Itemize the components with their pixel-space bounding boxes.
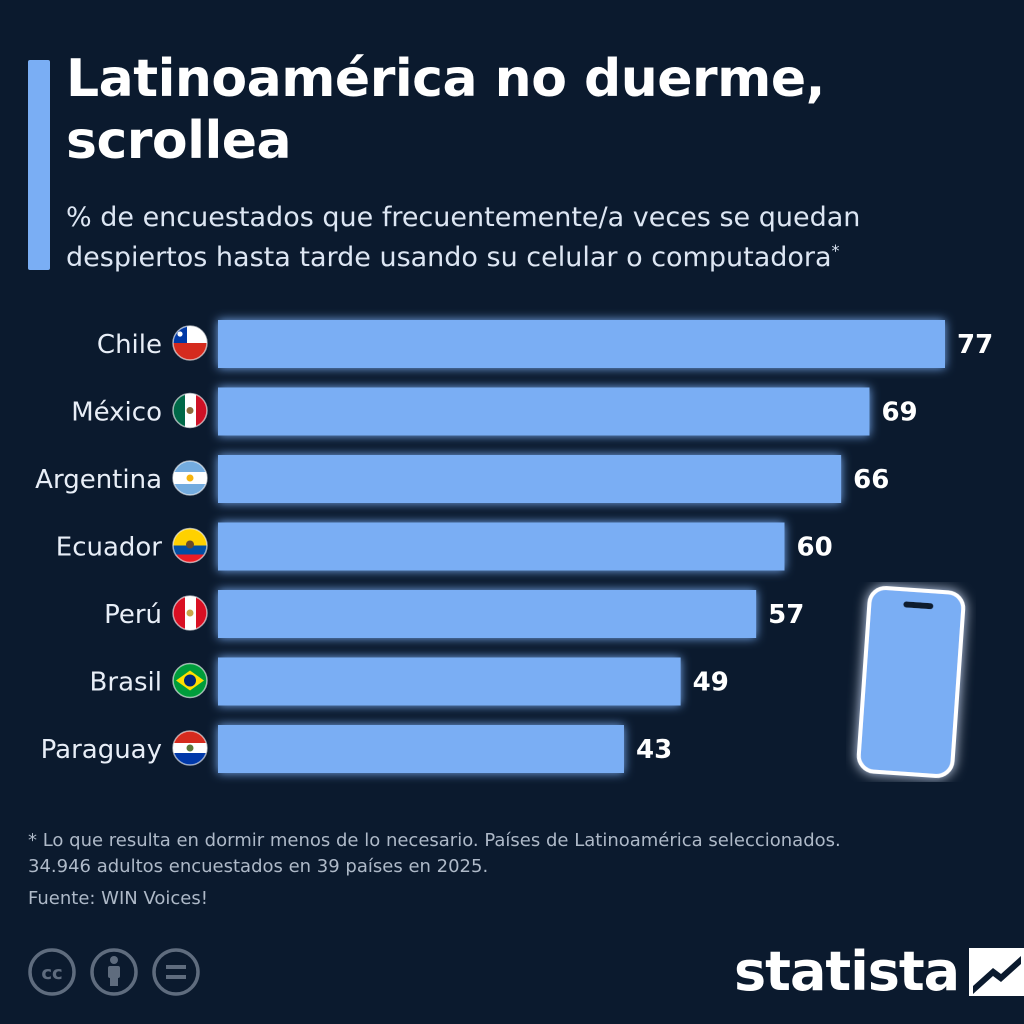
footnote-line-1: * Lo que resulta en dormir menos de lo n… bbox=[28, 830, 841, 851]
brand-wordmark: statista bbox=[734, 940, 960, 1003]
argentina-flag-icon bbox=[173, 461, 207, 495]
category-label: México bbox=[71, 398, 162, 428]
value-label: 66 bbox=[853, 465, 889, 495]
bar-chart: 77 Chile 69 México 66 Argentina 60 Ecuador 57 Per… bbox=[35, 320, 993, 773]
bar-brasil bbox=[218, 657, 681, 706]
source-note: Fuente: WIN Voices! bbox=[28, 888, 208, 909]
statista-logo[interactable]: statista bbox=[734, 940, 1024, 1003]
value-label: 77 bbox=[957, 330, 993, 360]
value-label: 60 bbox=[796, 533, 832, 563]
category-label: Argentina bbox=[35, 465, 162, 495]
category-label: Perú bbox=[104, 600, 162, 630]
smartphone-icon bbox=[856, 586, 966, 778]
chile-flag-icon bbox=[173, 326, 207, 360]
chart-subtitle: % de encuestados que frecuentemente/a ve… bbox=[66, 198, 1006, 278]
svg-text:cc: cc bbox=[41, 963, 62, 984]
attribution-icon[interactable] bbox=[90, 948, 138, 996]
bar-ecuador bbox=[218, 522, 785, 571]
category-label: Brasil bbox=[90, 668, 162, 698]
footnote: * Lo que resulta en dormir menos de lo n… bbox=[28, 828, 988, 880]
ecuador-flag-icon bbox=[173, 528, 207, 563]
no-derivatives-icon[interactable] bbox=[152, 948, 200, 996]
category-label: Paraguay bbox=[41, 735, 162, 765]
category-label: Ecuador bbox=[56, 533, 163, 563]
license-icons[interactable]: cc bbox=[26, 946, 206, 998]
brasil-flag-icon bbox=[173, 663, 207, 698]
footnote-line-2: 34.946 adultos encuestados en 39 países … bbox=[28, 856, 489, 877]
subtitle-text: % de encuestados que frecuentemente/a ve… bbox=[66, 202, 861, 273]
bar-perú bbox=[218, 590, 757, 638]
bar-chile bbox=[218, 320, 945, 368]
chart-title: Latinoamérica no duerme, scrollea bbox=[66, 49, 825, 171]
title-accent-bar bbox=[28, 60, 50, 270]
bar-argentina bbox=[218, 455, 842, 503]
bar-méxico bbox=[218, 387, 870, 436]
bar-paraguay bbox=[218, 725, 624, 773]
subtitle-footnote-mark: * bbox=[831, 241, 840, 260]
cc-icon[interactable]: cc bbox=[28, 948, 76, 996]
value-label: 43 bbox=[636, 735, 672, 765]
statista-logo-mark bbox=[969, 947, 1024, 996]
value-label: 69 bbox=[881, 398, 917, 428]
category-label: Chile bbox=[97, 330, 162, 360]
value-label: 49 bbox=[693, 668, 729, 698]
value-label: 57 bbox=[768, 600, 804, 630]
